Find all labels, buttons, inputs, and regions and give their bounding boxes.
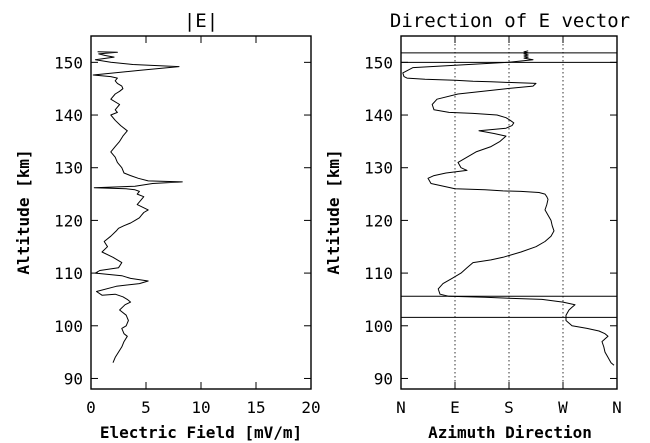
x-tick-label: 15 — [246, 398, 265, 417]
x-axis-label: Electric Field [mV/m] — [100, 423, 302, 442]
y-tick-label: 140 — [54, 106, 83, 125]
y-ticks: 90 100 110 120 130 140 150 — [54, 53, 311, 388]
y-tick-label: 120 — [54, 211, 83, 230]
x-tick-label: W — [558, 398, 568, 417]
x-ticks: 0 5 10 15 20 — [86, 36, 321, 417]
series-line — [92, 51, 183, 363]
y-tick-label: 110 — [364, 264, 393, 283]
x-tick-label: 5 — [141, 398, 151, 417]
data-line — [92, 51, 183, 363]
x-tick-label: E — [450, 398, 460, 417]
x-axis-label: Azimuth Direction — [428, 423, 592, 442]
panel-e-vector-direction: Direction of E vector 90 100 110 120 130 140 1… — [324, 10, 630, 442]
x-tick-label: N — [612, 398, 622, 417]
y-tick-label: 110 — [54, 264, 83, 283]
series-line — [402, 50, 615, 366]
y-tick-label: 150 — [364, 53, 393, 72]
y-tick-label: 120 — [364, 211, 393, 230]
y-axis-label: Altitude [km] — [324, 149, 343, 274]
x-tick-label: 20 — [301, 398, 320, 417]
x-tick-label: N — [396, 398, 406, 417]
y-tick-label: 140 — [364, 106, 393, 125]
y-tick-label: 100 — [54, 317, 83, 336]
y-axis-label: Altitude [km] — [14, 149, 33, 274]
plot-frame — [90, 35, 312, 390]
x-tick-label: 0 — [86, 398, 96, 417]
chart-title: |E| — [184, 10, 218, 32]
x-tick-label: S — [504, 398, 514, 417]
chart-title: Direction of E vector — [390, 10, 630, 32]
y-tick-label: 150 — [54, 53, 83, 72]
x-tick-label: 10 — [191, 398, 210, 417]
y-tick-label: 90 — [374, 369, 393, 388]
y-tick-label: 100 — [364, 317, 393, 336]
y-tick-label: 90 — [64, 369, 83, 388]
y-tick-label: 130 — [54, 159, 83, 178]
panel-electric-field-magnitude: |E| 90 100 110 120 130 140 150 0 5 10 15 20 Electr… — [14, 10, 321, 442]
y-ticks: 90 100 110 120 130 140 150 — [364, 53, 617, 388]
y-tick-label: 130 — [364, 159, 393, 178]
data-line — [401, 50, 617, 366]
grid-lines — [454, 36, 564, 389]
